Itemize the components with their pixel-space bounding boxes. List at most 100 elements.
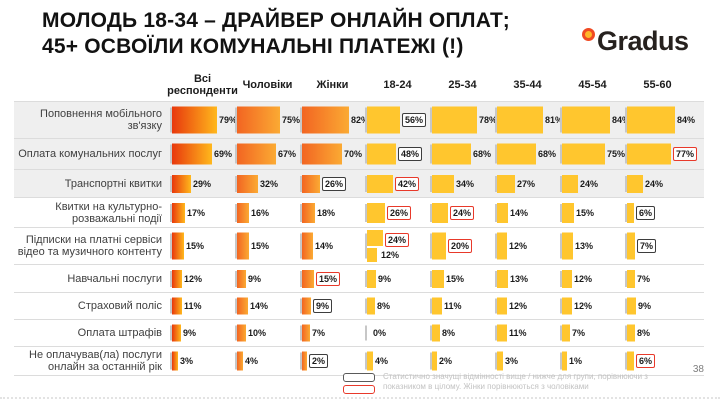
axis-tick [300,175,302,192]
value-bar [432,143,471,165]
axis-tick [430,298,432,314]
value-label: 4% [245,356,259,366]
data-cell: 12% [170,265,235,292]
value-label: 9% [183,328,197,338]
value-label: 67% [278,149,297,159]
value-bar [302,232,313,260]
value-label: 48% [398,147,423,161]
row-label: Не оплачував(ла) послуги онлайн за остан… [29,349,162,373]
value-label: 6% [636,354,656,368]
significance-legend: Статистично значущі відмінності вище / н… [343,372,683,394]
value-bar [627,232,635,260]
value-bar [627,174,643,193]
column-header: Всі респонденти [167,73,238,97]
axis-tick [495,325,497,341]
value-label: 8% [637,328,651,338]
axis-tick [560,270,562,287]
data-cell: 56% [365,102,430,138]
axis-tick [430,144,432,164]
axis-tick [495,107,497,133]
axis-tick [560,107,562,133]
axis-tick [560,233,562,259]
data-cell: 0% [365,320,430,346]
axis-tick [235,144,237,164]
value-label: 82% [351,115,370,125]
slide-title-line1: МОЛОДЬ 18-34 – ДРАЙВЕР ОНЛАЙН ОПЛАТ; [42,9,510,32]
row-label: Транспортні квитки [64,177,162,190]
data-cell: 81% [495,102,563,138]
value-label: 0% [373,328,387,338]
data-cell: 24% [430,198,495,227]
data-cell: 20% [430,228,495,264]
value-label: 11% [444,301,462,311]
value-label: 77% [673,147,698,161]
data-cell: 12% [495,293,560,319]
data-cell: 3% [495,347,560,375]
axis-tick [365,325,367,341]
data-cell: 11% [495,320,560,346]
value-label: 9% [638,301,652,311]
data-cell: 14% [495,198,560,227]
value-bar [172,106,217,134]
value-bar [627,297,636,315]
data-cell: 17% [170,198,235,227]
value-bar [367,202,385,223]
value-bar [367,230,383,246]
value-bar [302,269,314,288]
axis-tick [235,352,237,370]
value-bar [237,297,248,315]
data-cell: 14% [235,293,300,319]
value-label: 69% [214,149,233,159]
value-label: 24% [580,178,599,189]
data-cell: 7% [560,320,625,346]
value-bar [172,232,184,260]
data-cell: 84% [625,102,695,138]
data-cell: 14% [300,228,365,264]
legend-swatches [343,373,375,394]
legend-red-box-icon [343,385,375,394]
data-cell: 29% [170,170,235,197]
axis-tick [365,144,367,164]
axis-tick [365,298,367,314]
value-bar [562,297,572,315]
value-bar [172,269,182,288]
axis-tick [495,175,497,192]
value-label: 7% [637,239,657,253]
axis-tick [235,325,237,341]
column-header: 25-34 [448,79,477,91]
value-label: 12% [184,273,203,284]
value-bar [432,174,454,193]
data-cell: 27% [495,170,560,197]
value-bar [497,324,507,342]
column-header: 18-24 [383,79,412,91]
row-label: Страховий поліс [77,300,162,312]
axis-tick [235,175,237,192]
value-bar [302,324,310,342]
axis-tick [430,233,432,259]
value-label: 3% [180,356,194,366]
value-label: 11% [509,328,527,338]
value-bar [432,351,437,371]
axis-tick [235,233,237,259]
axis-tick [170,107,172,133]
value-label: 42% [395,176,420,191]
row-label: Підписки на платні сервіси відео та музи… [17,234,162,258]
data-cell: 8% [625,320,690,346]
axis-tick [170,352,172,370]
data-cell: 7% [625,265,690,292]
axis-tick [625,298,627,314]
value-label: 10% [248,328,267,338]
value-label: 13% [575,241,594,251]
value-label: 6% [636,205,656,220]
column-header: 45-54 [578,79,607,91]
axis-tick [430,107,432,133]
value-label: 1% [569,356,583,366]
value-label: 3% [505,356,519,366]
row-label: Поповнення мобільного зв'язку [40,108,162,132]
row-label: Квитки на культурно-розважальні події [55,200,162,225]
value-label: 2% [439,356,453,366]
data-cell: 9% [170,320,235,346]
value-bar [562,269,572,288]
table-row: Оплата штрафів 9% 10% 7% 0% 8% 11% 7% 8% [14,319,704,346]
